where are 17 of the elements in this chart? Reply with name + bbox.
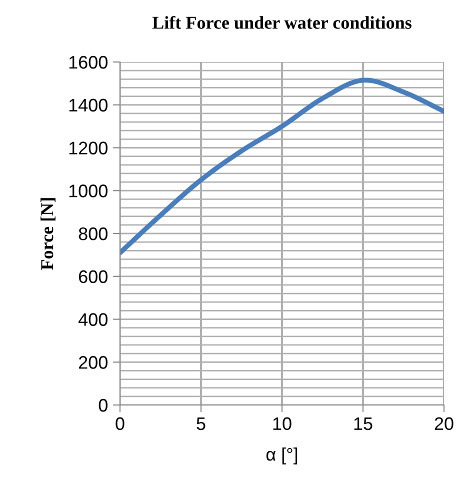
x-tick-label: 20	[434, 417, 454, 430]
y-tick-label: 600	[78, 270, 108, 284]
y-tick-label: 1200	[69, 142, 108, 154]
x-tick-label: 15	[354, 417, 372, 430]
x-tick-label: 5	[196, 417, 206, 430]
y-tick-label: 1000	[69, 184, 108, 198]
y-tick-label: 0	[98, 398, 108, 412]
y-tick-label: 400	[78, 313, 108, 326]
y-tick-label: 1400	[69, 98, 108, 112]
y-tick-label: 1600	[69, 56, 108, 69]
x-tick-label: 10	[273, 417, 292, 430]
x-axis-title: α [°]	[266, 448, 298, 464]
y-tick-label: 800	[78, 227, 108, 240]
y-axis-title: Force [N]	[40, 198, 56, 270]
x-tick-label: 0	[116, 417, 124, 430]
y-tick-label: 200	[78, 356, 108, 369]
chart-title: Lift Force under water conditions	[152, 16, 412, 29]
